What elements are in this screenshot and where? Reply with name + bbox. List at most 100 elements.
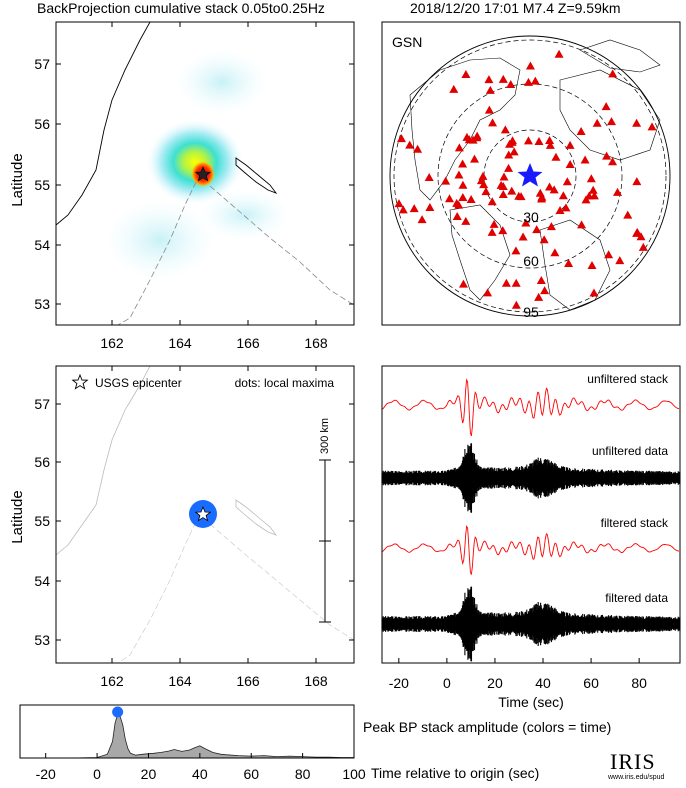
amplitude-xtick-label: 80 (295, 766, 311, 782)
backprojection-map: 53 54 55 56 57 162 164 166 168 Latitude (9, 21, 355, 351)
station-triangle-icon (425, 203, 435, 212)
station-triangle-icon (489, 219, 499, 228)
ytick-label: 53 (34, 296, 50, 312)
station-triangle-icon (632, 177, 642, 186)
station-triangle-icon (485, 85, 495, 94)
trace-label-filtered-stack: filtered stack (601, 516, 669, 530)
bottom-map-xticks: 162 164 166 168 (100, 366, 328, 689)
station-triangle-icon (478, 171, 488, 180)
station-triangle-icon (555, 206, 565, 215)
station-triangle-icon (523, 77, 533, 86)
ytick-label: 53 (34, 632, 50, 648)
scale-bar: 300 km (319, 418, 331, 623)
station-triangle-icon (454, 143, 464, 152)
ring-label-60: 60 (523, 253, 539, 269)
station-triangle-icon (462, 132, 472, 141)
trace-x-axis-label: Time (sec) (498, 694, 564, 710)
station-triangle-icon (511, 246, 521, 255)
station-triangle-icon (498, 74, 508, 83)
station-triangle-icon (504, 150, 514, 159)
trace-xtick-label: 0 (443, 675, 451, 691)
amplitude-xtick-label: 40 (192, 766, 208, 782)
station-triangle-icon (470, 154, 480, 163)
station-triangle-icon (608, 69, 618, 78)
station-triangle-icon (602, 151, 612, 160)
waveform-panel: unfiltered stack unfiltered data filtere… (381, 365, 681, 710)
ytick-label: 56 (34, 116, 50, 132)
amplitude-xtick-label: -20 (36, 766, 56, 782)
station-triangle-icon (413, 144, 423, 153)
station-triangle-icon (396, 134, 406, 143)
station-triangle-icon (461, 216, 471, 225)
usgs-epicenter-star-icon (194, 505, 212, 522)
amplitude-xtick-label: 100 (342, 766, 366, 782)
station-triangle-icon (454, 170, 464, 179)
station-triangle-icon (508, 136, 518, 145)
xtick-label: 162 (100, 335, 124, 351)
station-triangle-icon (452, 211, 462, 220)
station-triangle-icon (449, 84, 459, 93)
legend-dots: dots: local maxima (235, 376, 335, 390)
station-triangle-icon (540, 286, 550, 295)
station-triangle-icon (458, 159, 468, 168)
network-label: GSN (392, 34, 422, 50)
xtick-label: 168 (304, 673, 328, 689)
station-triangle-icon (545, 136, 555, 145)
station-triangle-icon (580, 155, 590, 164)
station-triangle-icon (576, 126, 586, 135)
station-triangle-icon (562, 177, 572, 186)
station-triangle-icon (445, 194, 455, 203)
station-triangle-icon (518, 232, 528, 241)
epicenter-star-icon (194, 166, 212, 182)
station-triangle-icon (521, 218, 531, 227)
trace-label-unfiltered-stack: unfiltered stack (587, 372, 669, 386)
amplitude-panel: -20 0 20 40 60 80 100 Peak BP stack amplitude … (19, 704, 611, 782)
right-title: 2018/12/20 17:01 M7.4 Z=9.59km (410, 0, 621, 16)
station-triangle-icon (601, 102, 611, 111)
station-triangle-icon (500, 125, 510, 134)
trace-label-unfiltered-data: unfiltered data (592, 444, 668, 458)
station-triangle-icon (561, 203, 571, 212)
ytick-label: 55 (34, 513, 50, 529)
station-triangle-icon (487, 197, 497, 206)
xtick-label: 168 (304, 335, 328, 351)
station-triangle-icon (454, 200, 464, 209)
y-axis-label: Latitude (9, 490, 26, 543)
station-triangle-icon (488, 118, 498, 127)
station-triangle-icon (586, 174, 596, 183)
station-triangle-icon (532, 225, 542, 234)
station-triangle-icon (394, 199, 404, 208)
station-triangle-icon (589, 288, 599, 297)
trace-xtick-label: 20 (487, 675, 503, 691)
station-triangle-icon (565, 140, 575, 149)
station-triangle-icon (507, 186, 517, 195)
local-maxima-map: USGS epicenter dots: local maxima 300 km… (9, 365, 355, 689)
unfiltered-stack-trace (381, 378, 680, 437)
station-triangle-icon (481, 187, 491, 196)
ytick-label: 57 (34, 396, 50, 412)
waveform-traces (381, 378, 681, 662)
station-triangle-icon (525, 61, 535, 70)
station-triangle-icon (506, 80, 516, 89)
station-triangle-icon (514, 191, 524, 200)
xtick-label: 164 (168, 673, 192, 689)
ytick-label: 54 (34, 237, 50, 253)
station-triangle-icon (558, 191, 568, 200)
station-markers (394, 49, 657, 309)
left-title: BackProjection cumulative stack 0.05to0.… (37, 0, 325, 16)
station-triangle-icon (615, 256, 625, 265)
amplitude-xticks: -20 0 20 40 60 80 100 (36, 753, 366, 782)
station-triangle-icon (632, 118, 642, 127)
amplitude-xtick-label: 20 (141, 766, 157, 782)
ytick-label: 55 (34, 177, 50, 193)
trace-xtick-label: 80 (631, 675, 647, 691)
station-triangle-icon (476, 176, 486, 185)
station-triangle-icon (501, 278, 511, 287)
station-triangle-icon (613, 187, 623, 196)
station-triangle-icon (588, 185, 598, 194)
station-triangle-icon (511, 300, 521, 309)
station-triangle-icon (483, 288, 493, 297)
station-triangle-icon (530, 76, 540, 85)
amplitude-xtick-label: 60 (243, 766, 259, 782)
